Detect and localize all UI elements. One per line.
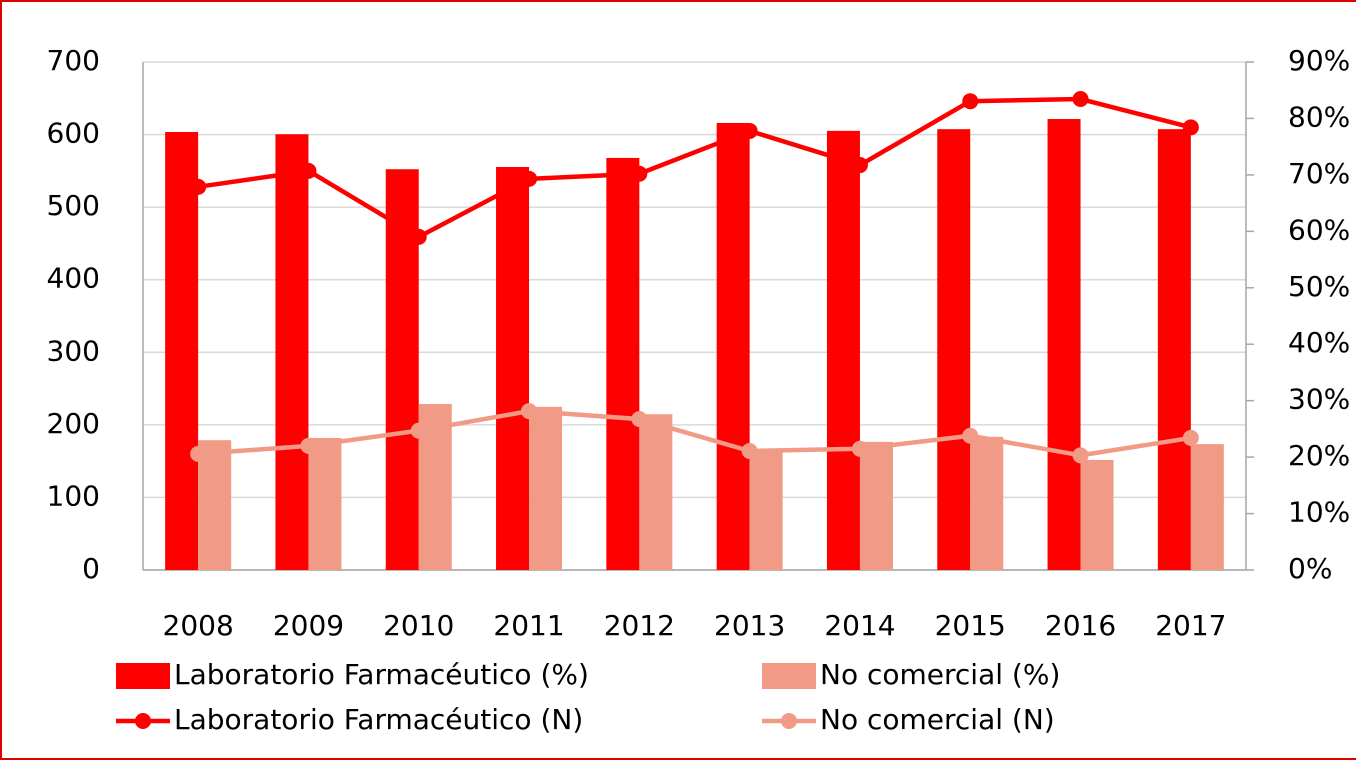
y2-tick-label: 80% <box>1288 100 1350 133</box>
bar <box>529 406 563 570</box>
line-marker <box>300 437 317 454</box>
y2-tick-label: 50% <box>1288 270 1350 303</box>
y-tick-label: 100 <box>47 479 100 512</box>
bar <box>1157 129 1191 570</box>
y2-tick-label: 0% <box>1288 552 1332 585</box>
y2-tick-label: 10% <box>1288 496 1350 529</box>
x-tick-label: 2016 <box>1045 609 1116 642</box>
y-tick-label: 700 <box>47 44 100 77</box>
bar <box>275 134 309 570</box>
line-marker <box>410 422 427 439</box>
bar <box>1190 444 1224 570</box>
bar <box>716 122 750 571</box>
line-marker <box>851 440 868 457</box>
y2-tick-label: 40% <box>1288 326 1350 359</box>
bar <box>606 157 640 570</box>
line-marker <box>631 411 648 428</box>
bar <box>1080 459 1114 570</box>
y-tick-label: 0 <box>82 552 100 585</box>
x-tick-label: 2014 <box>824 609 895 642</box>
legend-marker <box>135 713 151 729</box>
legend-label: Laboratorio Farmacéutico (%) <box>174 658 589 691</box>
line-marker <box>962 93 979 110</box>
bar <box>826 130 860 570</box>
y-tick-label: 300 <box>47 334 100 367</box>
bar <box>859 441 893 570</box>
line-marker <box>1072 447 1089 464</box>
y2-tick-label: 20% <box>1288 439 1350 472</box>
y2-tick-label: 90% <box>1288 44 1350 77</box>
legend-marker <box>781 713 797 729</box>
y2-tick-label: 60% <box>1288 213 1350 246</box>
line-marker <box>300 162 317 179</box>
x-tick-label: 2011 <box>493 609 564 642</box>
bar <box>1047 119 1081 571</box>
bar <box>308 437 342 570</box>
line-marker <box>190 178 207 195</box>
x-tick-label: 2015 <box>935 609 1006 642</box>
legend-label: No comercial (%) <box>820 658 1060 691</box>
line <box>197 408 1192 458</box>
bar <box>639 414 673 570</box>
y-tick-label: 500 <box>47 189 100 222</box>
bar <box>198 440 232 570</box>
x-tick-label: 2008 <box>163 609 234 642</box>
y-tick-label: 400 <box>47 262 100 295</box>
x-tick-label: 2012 <box>604 609 675 642</box>
legend-label: No comercial (N) <box>820 703 1055 736</box>
line-marker <box>741 442 758 459</box>
line-marker <box>962 427 979 444</box>
bar <box>937 129 971 570</box>
line-marker <box>851 157 868 174</box>
y-tick-label: 200 <box>47 407 100 440</box>
line-marker <box>741 122 758 139</box>
y2-tick-label: 70% <box>1288 157 1350 190</box>
y-tick-label: 600 <box>47 117 100 150</box>
legend-label: Laboratorio Farmacéutico (N) <box>174 703 583 736</box>
line-marker <box>1182 119 1199 136</box>
legend-swatch <box>116 663 170 689</box>
line-marker <box>521 170 538 187</box>
line-marker <box>521 403 538 420</box>
x-tick-label: 2013 <box>714 609 785 642</box>
line-marker <box>631 165 648 182</box>
x-tick-label: 2017 <box>1155 609 1226 642</box>
x-tick-label: 2010 <box>383 609 454 642</box>
line-marker <box>410 228 427 245</box>
line <box>197 96 1192 240</box>
bar <box>165 131 199 571</box>
line-marker <box>1072 91 1089 108</box>
bar <box>749 449 783 570</box>
line-marker <box>1182 429 1199 446</box>
bar <box>970 436 1004 570</box>
line-marker <box>190 445 207 462</box>
x-tick-label: 2009 <box>273 609 344 642</box>
legend-swatch <box>762 663 816 689</box>
bar <box>496 166 530 570</box>
y2-tick-label: 30% <box>1288 383 1350 416</box>
